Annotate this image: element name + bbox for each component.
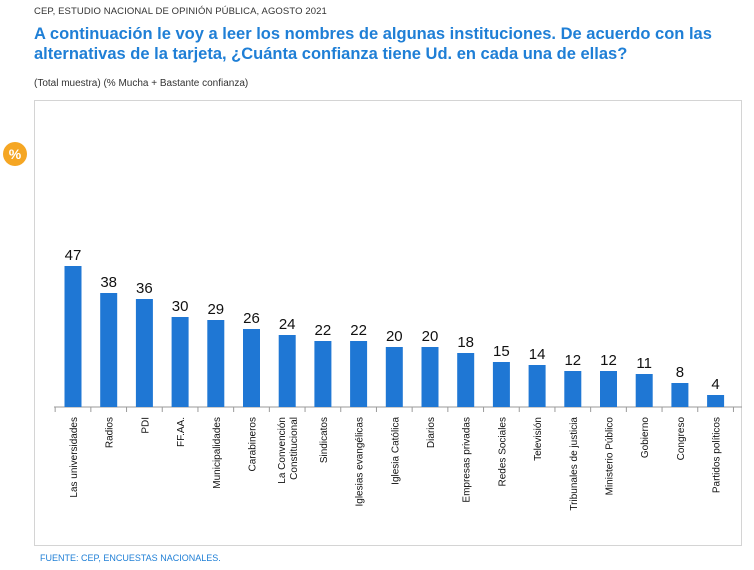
- bar: [457, 353, 475, 407]
- bar: [100, 293, 118, 407]
- bar: [243, 329, 260, 407]
- source-footer: FUENTE: CEP, ENCUESTAS NACIONALES.: [40, 553, 221, 563]
- bar: [135, 299, 153, 407]
- bar: [385, 347, 403, 407]
- category-label-line: Ministerio Público: [605, 417, 616, 496]
- data-label: 36: [136, 280, 153, 297]
- bar: [278, 335, 296, 407]
- category-label: FF.AA.: [176, 417, 187, 447]
- category-label: Las universidades: [69, 417, 80, 498]
- category-label-line: La Convención: [277, 417, 288, 484]
- category-label: Iglesia Católica: [390, 417, 401, 485]
- category-label: PDI: [140, 417, 151, 434]
- bar: [314, 341, 332, 407]
- chart-frame: [34, 100, 742, 546]
- bar: [528, 365, 546, 407]
- percent-icon: %: [3, 142, 27, 166]
- category-label: Municipalidades: [212, 417, 223, 489]
- category-label: Carabineros: [248, 417, 259, 471]
- category-label-line: Constitucional: [289, 417, 300, 480]
- data-label: 20: [386, 328, 403, 345]
- data-label: 26: [243, 310, 260, 327]
- bar: [600, 371, 617, 407]
- bar: [171, 317, 189, 407]
- data-label: 20: [422, 328, 439, 345]
- data-label: 4: [711, 376, 719, 393]
- category-label: Iglesias evangélicas: [355, 417, 366, 507]
- category-label-line: Redes Sociales: [497, 417, 508, 486]
- percent-label: %: [8, 146, 22, 162]
- category-label-line: Diarios: [426, 417, 437, 448]
- category-label: Tribunales de justicia: [569, 417, 580, 511]
- category-label-line: Tribunales de justicia: [569, 417, 580, 511]
- category-label-line: Congreso: [676, 417, 687, 461]
- category-label: Partidos políticos: [712, 417, 723, 493]
- data-label: 14: [529, 346, 546, 363]
- category-label: Televisión: [533, 417, 544, 461]
- category-label: Redes Sociales: [497, 417, 508, 486]
- category-label-line: Empresas privadas: [462, 417, 473, 503]
- data-label: 30: [172, 298, 189, 315]
- category-label-line: Sindicatos: [319, 417, 330, 463]
- category-label-line: FF.AA.: [176, 417, 187, 447]
- data-label: 18: [457, 334, 474, 351]
- category-label-line: Carabineros: [248, 417, 259, 471]
- category-label-line: Municipalidades: [212, 417, 223, 489]
- bar-chart: 47 Las universidades 38 Radios 36 PDI 30 FF.AA.…: [54, 247, 742, 511]
- category-label-line: Gobierno: [640, 417, 651, 459]
- bar: [64, 266, 82, 407]
- data-label: 29: [207, 301, 224, 318]
- category-label: La Convención Constitucional: [277, 417, 300, 484]
- data-label: 11: [636, 355, 652, 372]
- bar: [492, 362, 510, 407]
- category-label: Sindicatos: [319, 417, 330, 463]
- chart-title: A continuación le voy a leer los nombres…: [34, 25, 712, 63]
- category-label: Gobierno: [640, 417, 651, 459]
- data-label: 22: [350, 322, 367, 339]
- chart-subtitle: (Total muestra) (% Mucha + Bastante conf…: [34, 78, 249, 89]
- data-label: 24: [279, 316, 296, 333]
- category-label-line: PDI: [140, 417, 151, 434]
- data-label: 12: [564, 352, 581, 369]
- category-label: Radios: [105, 417, 116, 448]
- category-label-line: Iglesia Católica: [390, 417, 401, 485]
- data-label: 22: [315, 322, 332, 339]
- bar: [207, 320, 225, 407]
- category-label-line: Partidos políticos: [712, 417, 723, 493]
- category-label: Congreso: [676, 417, 687, 461]
- category-label-line: Televisión: [533, 417, 544, 461]
- data-label: 47: [65, 247, 82, 264]
- bar: [635, 374, 653, 407]
- bar: [671, 383, 689, 407]
- bar: [707, 395, 725, 407]
- category-label: Diarios: [426, 417, 437, 448]
- data-label: 38: [100, 274, 117, 291]
- bar: [421, 347, 439, 407]
- category-label-line: Radios: [105, 417, 116, 448]
- bar: [564, 371, 582, 407]
- category-label-line: Iglesias evangélicas: [355, 417, 366, 507]
- bar: [350, 341, 368, 407]
- data-label: 8: [676, 364, 684, 381]
- category-label-line: Las universidades: [69, 417, 80, 498]
- category-label: Ministerio Público: [605, 417, 616, 496]
- category-label: Empresas privadas: [462, 417, 473, 503]
- data-label: 15: [493, 343, 510, 360]
- data-label: 12: [600, 352, 617, 369]
- source-header: CEP, ESTUDIO NACIONAL DE OPINIÓN PÚBLICA…: [34, 6, 327, 17]
